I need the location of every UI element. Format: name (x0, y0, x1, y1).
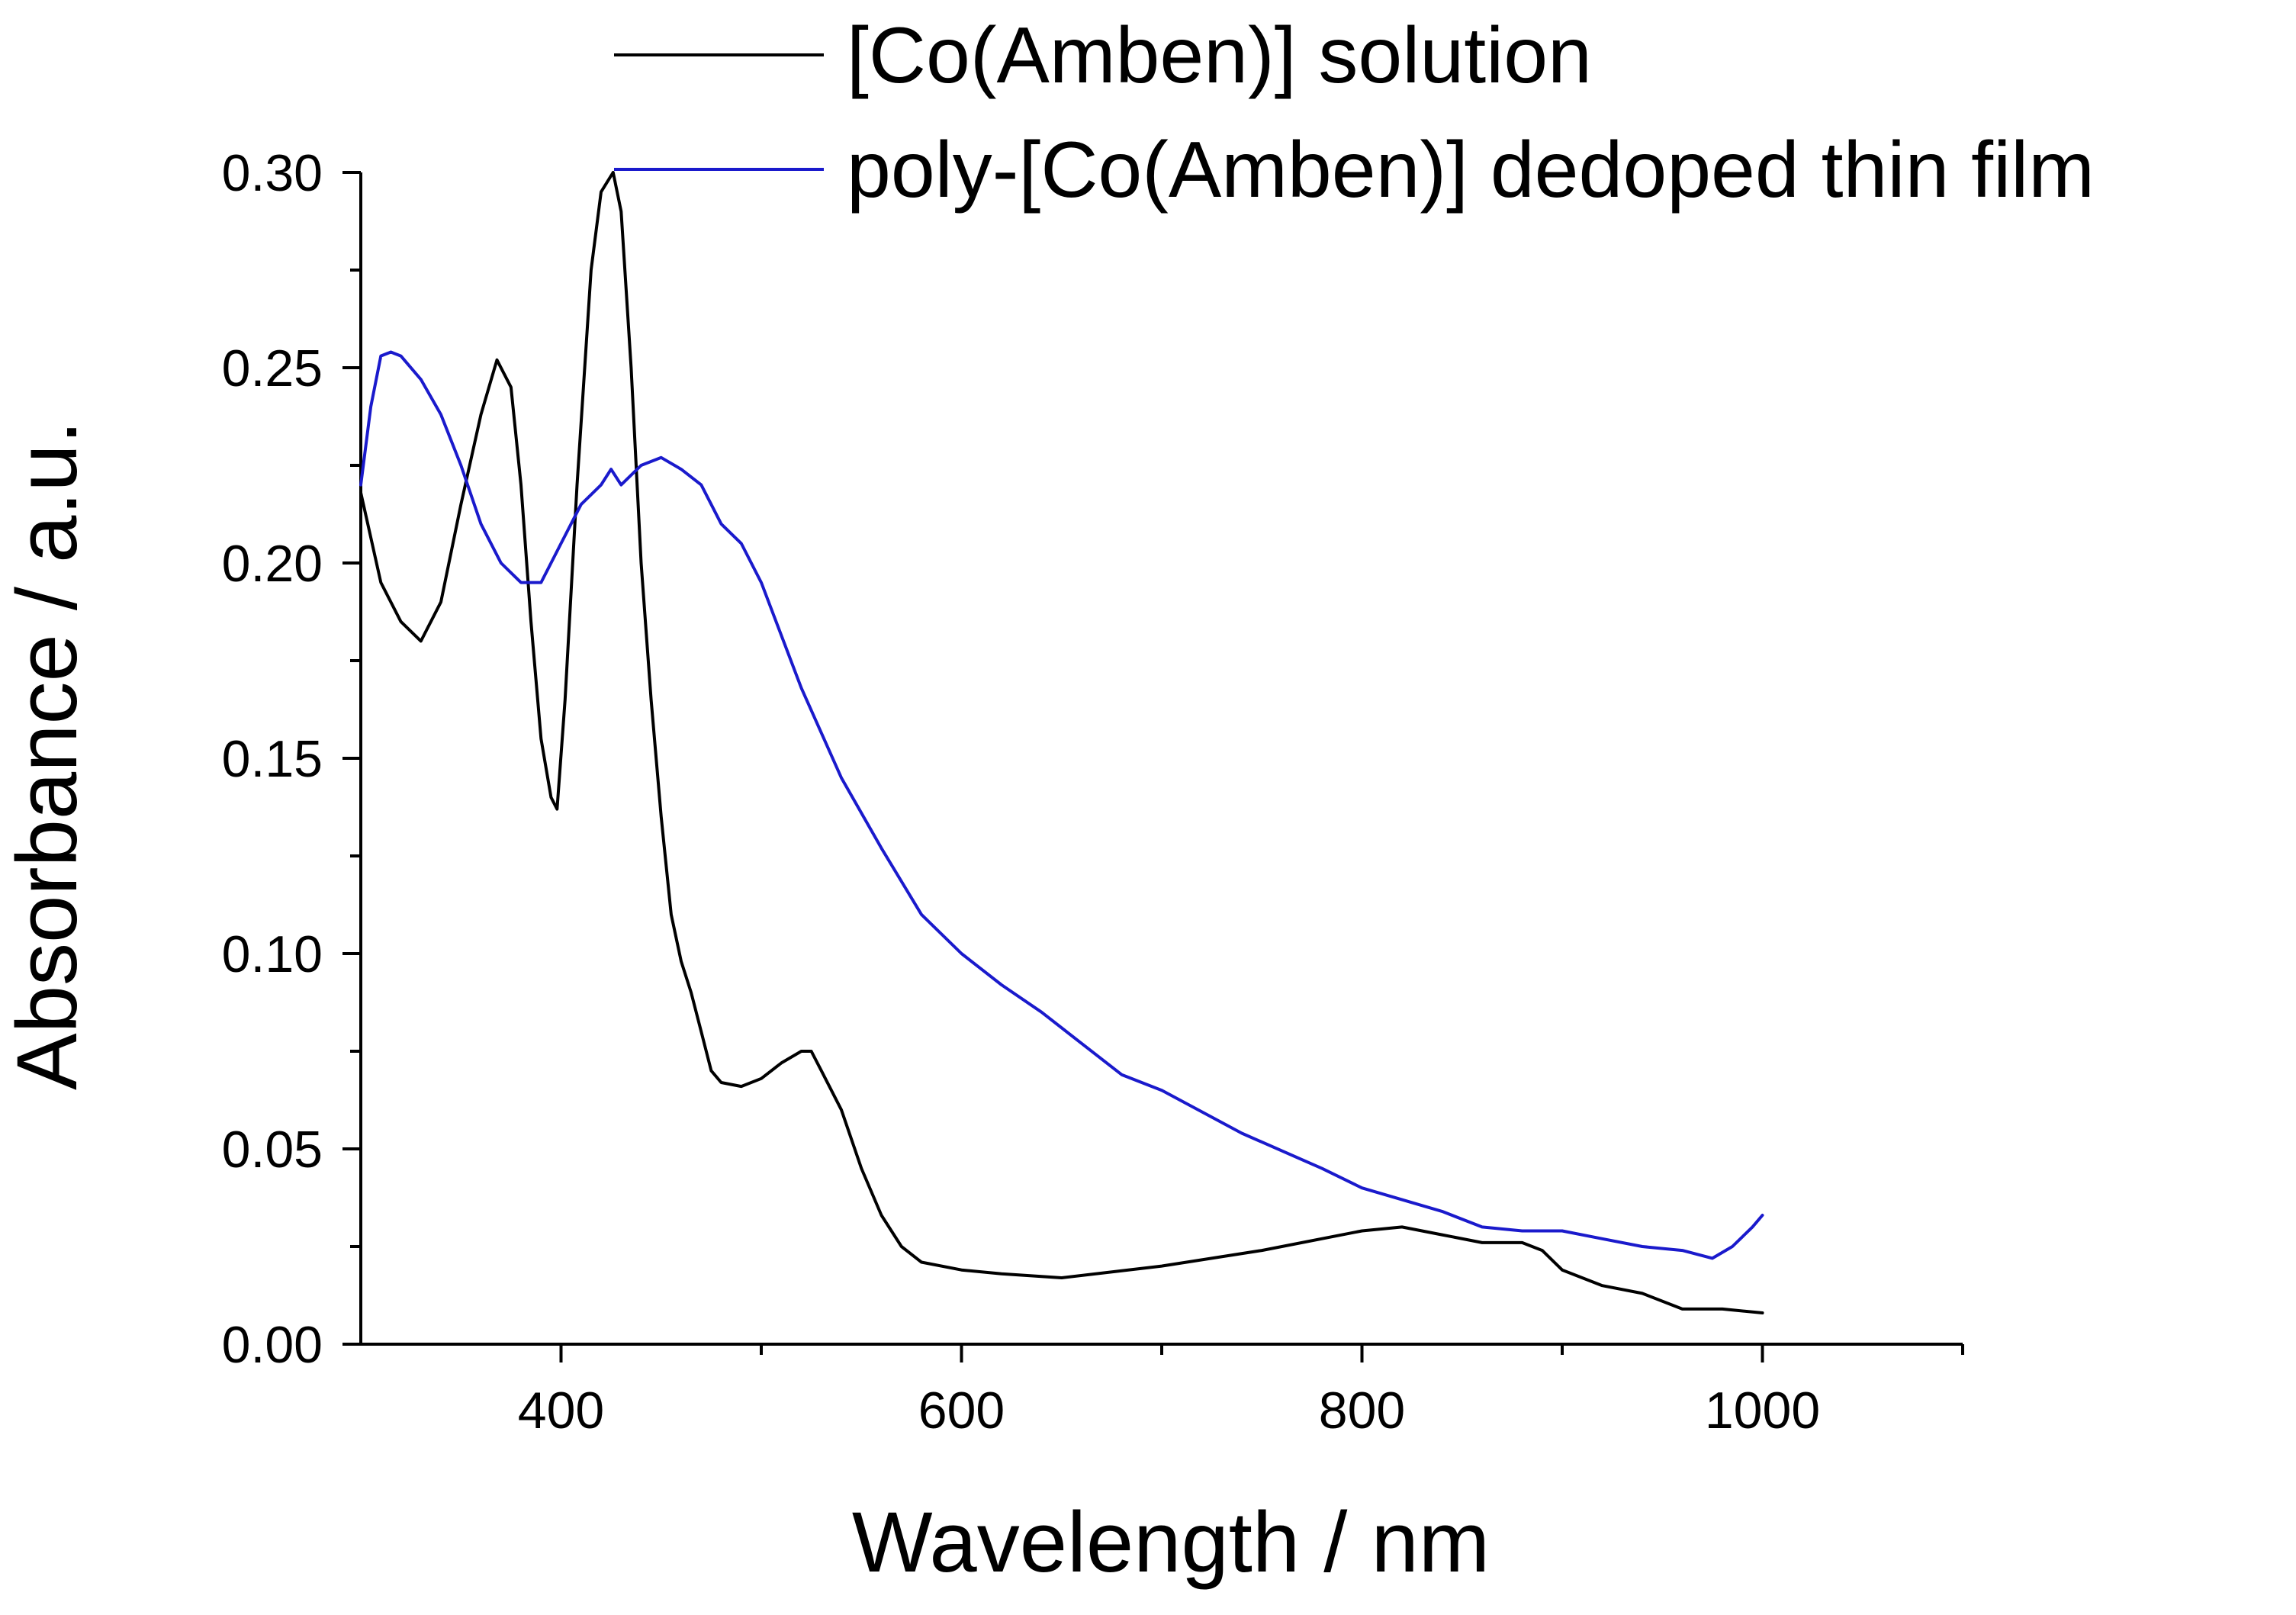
y-axis-label: Absorbance / a.u. (0, 420, 95, 1090)
legend-label-1: [Co(Amben)] solution (847, 11, 1592, 100)
x-tick-label: 600 (918, 1382, 1005, 1440)
legend-label-2: poly-[Co(Amben)] dedoped thin film (847, 126, 2095, 214)
x-tick-label: 800 (1319, 1382, 1405, 1440)
y-tick-label: 0.20 (222, 535, 323, 593)
x-tick-label: 400 (518, 1382, 604, 1440)
y-tick-label: 0.30 (222, 144, 323, 202)
y-tick-label: 0.05 (222, 1121, 323, 1179)
x-tick-label: 1000 (1705, 1382, 1820, 1440)
y-tick-label: 0.25 (222, 339, 323, 397)
axes: 400 600 800 1000 0.00 0.05 0.10 0.15 0.20 0.25 0.3… (222, 144, 1964, 1440)
y-tick-label: 0.00 (222, 1316, 323, 1374)
y-tick-label: 0.15 (222, 730, 323, 788)
series-line-2 (359, 350, 1764, 1260)
y-tick-label: 0.10 (222, 925, 323, 983)
x-axis-label: Wavelength / nm (852, 1494, 1490, 1590)
series-line-1 (359, 171, 1764, 1314)
series-lines (359, 171, 1764, 1314)
legend: [Co(Amben)] solution poly-[Co(Amben)] ded… (614, 11, 2095, 214)
